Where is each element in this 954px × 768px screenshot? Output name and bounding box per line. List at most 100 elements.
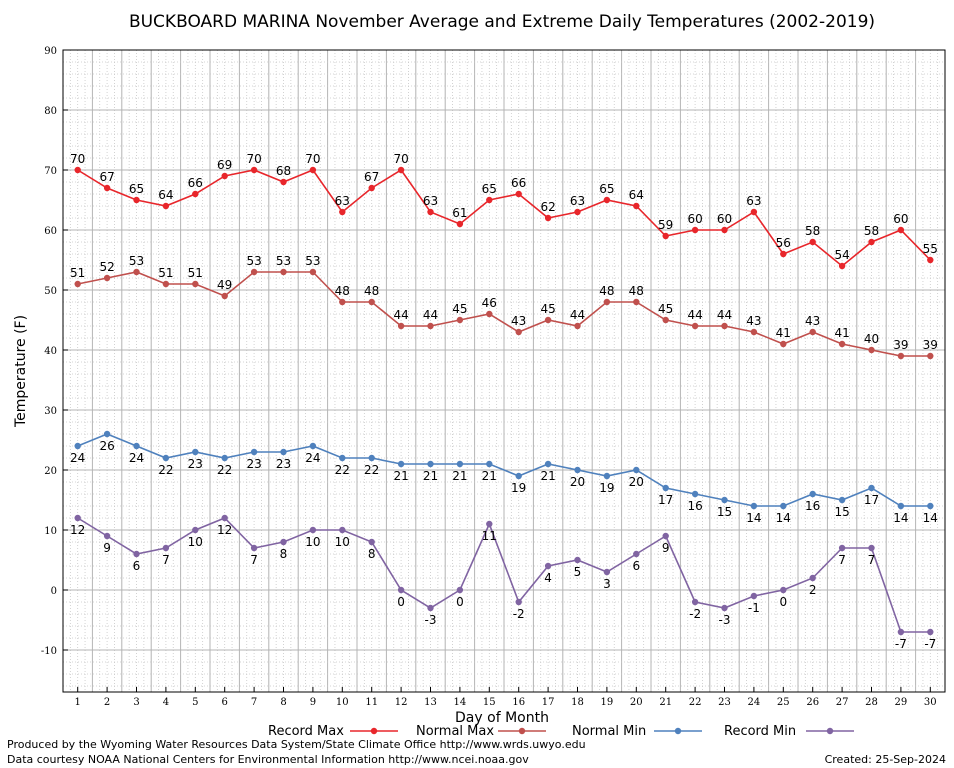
data-point-record-max — [603, 196, 611, 204]
data-label-record-max: 58 — [864, 224, 879, 238]
data-label-record-max: 67 — [99, 170, 114, 184]
data-label-record-min: 7 — [868, 553, 876, 567]
data-label-normal-max: 52 — [99, 260, 114, 274]
data-point-normal-min — [868, 484, 875, 492]
data-label-record-min: 7 — [250, 553, 258, 567]
data-label-record-max: 62 — [540, 200, 555, 214]
x-tick-label: 13 — [424, 697, 437, 708]
data-label-record-min: 10 — [188, 535, 203, 549]
plot-frame — [62, 49, 946, 693]
data-point-record-min — [780, 586, 787, 594]
data-label-record-max: 68 — [276, 164, 291, 178]
data-label-record-max: 70 — [393, 152, 408, 166]
data-label-record-min: 9 — [103, 541, 111, 555]
data-label-record-min: -1 — [748, 601, 760, 615]
y-tick-label: 80 — [44, 106, 57, 117]
legend-marker-record-min — [826, 727, 834, 735]
data-point-record-min — [309, 526, 317, 534]
legend-label-record-max: Record Max — [268, 724, 344, 739]
data-label-normal-max: 53 — [305, 254, 320, 268]
x-tick-label: 12 — [395, 697, 408, 708]
data-label-record-max: 59 — [658, 218, 673, 232]
data-label-normal-max: 44 — [687, 308, 702, 322]
x-tick-label: 16 — [512, 697, 525, 708]
data-point-record-max — [486, 196, 493, 204]
data-label-normal-max: 51 — [70, 266, 85, 280]
data-point-record-max — [633, 202, 640, 210]
data-label-normal-min: 16 — [687, 499, 702, 513]
data-point-record-max — [397, 166, 405, 174]
data-point-record-min — [838, 544, 846, 552]
data-point-normal-min — [103, 430, 111, 438]
x-tick-label: 3 — [133, 697, 139, 708]
data-point-record-min — [427, 604, 434, 612]
footer-created-date: Created: 25-Sep-2024 — [824, 753, 946, 766]
data-label-record-min: -2 — [513, 607, 525, 621]
data-label-normal-min: 14 — [746, 511, 761, 525]
data-point-normal-min — [691, 490, 699, 498]
data-point-normal-max — [750, 328, 758, 336]
data-label-normal-max: 45 — [658, 302, 673, 316]
data-label-record-max: 61 — [452, 206, 467, 220]
data-point-record-min — [456, 586, 464, 594]
data-point-record-max — [515, 190, 522, 198]
y-axis-label: Temperature (F) — [13, 315, 29, 428]
data-point-normal-max — [544, 316, 552, 324]
data-point-normal-min — [74, 442, 81, 450]
data-point-normal-max — [897, 352, 905, 360]
data-point-normal-min — [192, 448, 199, 456]
data-point-record-min — [897, 628, 905, 636]
y-tick-label: 50 — [44, 286, 57, 297]
data-point-normal-max — [809, 328, 816, 336]
data-point-normal-max — [74, 280, 81, 288]
data-point-normal-min — [221, 454, 228, 462]
data-point-normal-max — [368, 298, 375, 306]
legend-item-record-min: Record Min — [724, 724, 854, 739]
x-tick-label: 19 — [601, 697, 614, 708]
data-label-record-min: 8 — [368, 547, 376, 561]
data-point-normal-min — [603, 472, 611, 480]
data-label-normal-max: 43 — [805, 314, 820, 328]
data-label-record-min: 0 — [456, 595, 464, 609]
data-label-normal-max: 44 — [423, 308, 438, 322]
data-point-normal-min — [339, 454, 346, 462]
x-tick-label: 30 — [924, 697, 937, 708]
data-label-record-min: 2 — [809, 583, 817, 597]
data-point-normal-max — [162, 280, 170, 288]
data-label-normal-min: 23 — [188, 457, 203, 471]
data-label-normal-max: 48 — [364, 284, 379, 298]
data-label-record-min: 10 — [335, 535, 350, 549]
data-label-record-max: 60 — [687, 212, 702, 226]
data-label-record-min: 12 — [217, 523, 232, 537]
data-label-record-min: 6 — [632, 559, 640, 573]
data-point-normal-min — [927, 502, 934, 510]
data-label-normal-min: 22 — [335, 463, 350, 477]
data-label-record-min: 0 — [397, 595, 405, 609]
x-tick-label: 26 — [806, 697, 819, 708]
data-point-normal-min — [574, 466, 581, 474]
data-point-normal-min — [515, 472, 522, 480]
legend-label-normal-min: Normal Min — [572, 724, 646, 739]
data-point-record-min — [574, 556, 581, 564]
legend-item-normal-min: Normal Min — [572, 724, 702, 739]
data-label-normal-min: 26 — [99, 439, 114, 453]
series-line-normal-min — [77, 433, 931, 507]
data-label-record-max: 63 — [746, 194, 761, 208]
data-label-record-max: 54 — [834, 248, 849, 262]
x-tick-label: 6 — [222, 697, 228, 708]
data-label-normal-min: 21 — [482, 469, 497, 483]
data-label-normal-max: 44 — [717, 308, 732, 322]
data-label-normal-max: 39 — [923, 338, 938, 352]
data-label-record-max: 65 — [129, 182, 144, 196]
data-point-normal-min — [809, 490, 816, 498]
data-label-record-max: 65 — [599, 182, 614, 196]
data-point-record-min — [721, 604, 728, 612]
data-point-normal-max — [397, 322, 405, 330]
data-label-normal-min: 15 — [834, 505, 849, 519]
data-label-normal-max: 51 — [158, 266, 173, 280]
data-label-record-min: -7 — [895, 637, 907, 651]
data-point-record-max — [162, 202, 170, 210]
series-record-max: 70 67 65 64 66 69 70 68 70 63 67 70 63 61 65 66 62 63 65 64… — [70, 152, 938, 270]
data-point-normal-min — [280, 448, 287, 456]
data-label-normal-max: 46 — [482, 296, 497, 310]
